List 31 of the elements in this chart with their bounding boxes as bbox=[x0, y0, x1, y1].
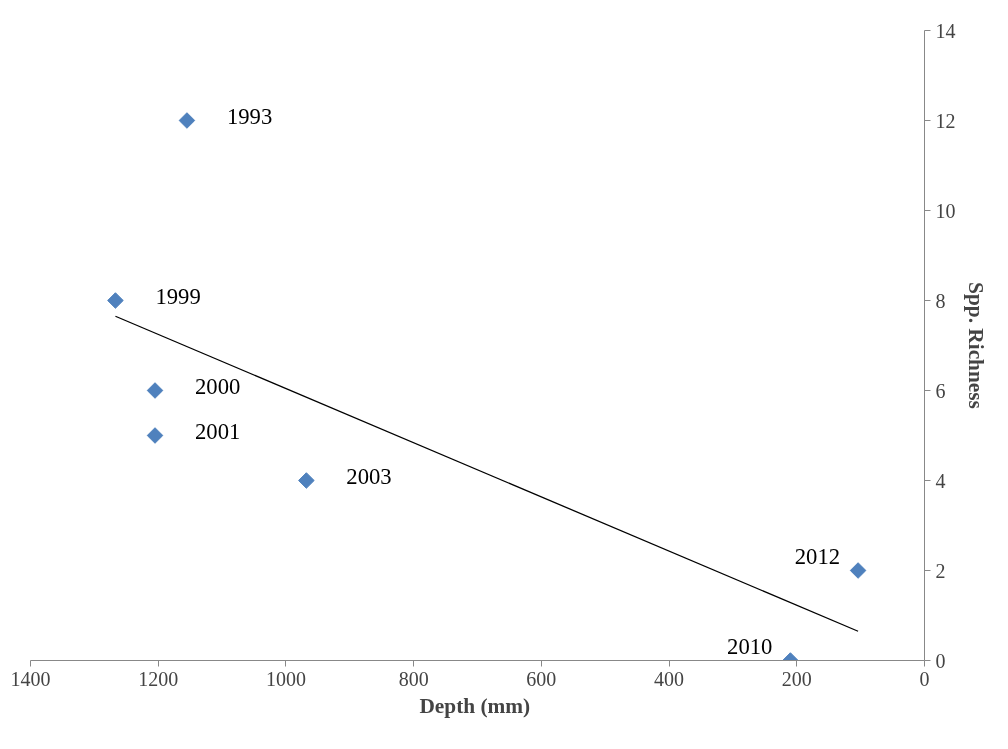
point bbox=[298, 472, 315, 489]
x-tick-label: 1400 bbox=[10, 667, 51, 690]
point bbox=[146, 427, 164, 444]
point bbox=[107, 292, 124, 309]
x-axis-title: Depth (mm) bbox=[419, 693, 531, 718]
annotation: 1999 bbox=[155, 284, 201, 309]
x-tick-label: 400 bbox=[654, 667, 685, 690]
y-tick-label: 6 bbox=[935, 379, 946, 402]
x-tick-label: 200 bbox=[781, 667, 812, 690]
point bbox=[146, 382, 164, 399]
y-tick-label: 10 bbox=[935, 199, 956, 222]
y-axis-title: Spp. Richness bbox=[963, 282, 988, 409]
annotation: 2012 bbox=[794, 544, 841, 569]
annotation: 2003 bbox=[346, 464, 392, 489]
annotation: 2000 bbox=[195, 374, 241, 399]
x-tick-label: 1200 bbox=[138, 667, 179, 690]
y-tick-label: 0 bbox=[935, 649, 946, 672]
point bbox=[178, 112, 196, 129]
x-tick-label: 1000 bbox=[265, 667, 306, 690]
annotation: 2001 bbox=[195, 419, 241, 444]
x-tick-label: 800 bbox=[398, 667, 429, 690]
y-tick-label: 14 bbox=[935, 19, 956, 42]
annotation: 1993 bbox=[226, 104, 273, 129]
annotation: 2010 bbox=[727, 634, 773, 659]
x-tick-label: 0 bbox=[919, 667, 930, 690]
x-tick-label: 600 bbox=[526, 667, 557, 690]
y-tick-label: 4 bbox=[935, 469, 946, 492]
y-tick-label: 8 bbox=[935, 289, 946, 312]
y-tick-label: 12 bbox=[935, 109, 956, 132]
point bbox=[849, 562, 867, 579]
y-tick-label: 2 bbox=[935, 559, 946, 582]
